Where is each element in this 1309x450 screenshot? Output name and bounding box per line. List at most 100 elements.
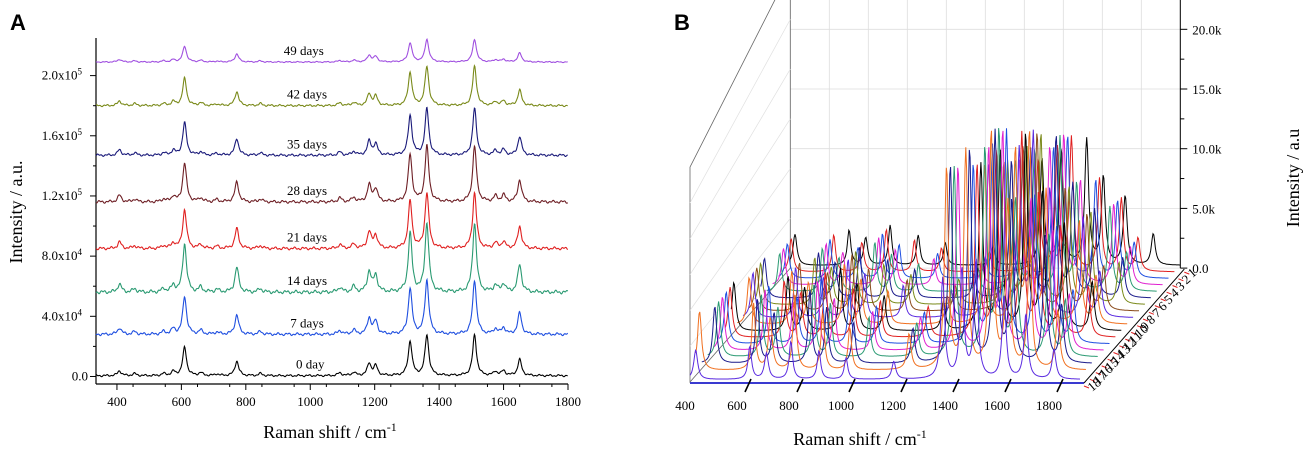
z-tick-label: 5.0k — [1192, 201, 1215, 216]
left-wall-grid-line — [689, 118, 791, 275]
left-wall-grid-line — [689, 19, 791, 204]
depth-tick — [1172, 285, 1178, 288]
left-wall-grid-line — [689, 218, 791, 347]
panel-a-x-ticks: 400 600 800 1000 1200 1400 1600 1800 — [107, 384, 581, 409]
y-tick-label: 0.0 — [72, 368, 88, 383]
series-line-14 — [713, 130, 1104, 351]
panel-a-x-axis-title-text: Raman shift / cm — [263, 422, 386, 442]
depth-tick — [1136, 325, 1143, 329]
x-tick-label: 400 — [675, 398, 695, 413]
panel-b-x-ticks: 400 600 800 1000 1200 1400 1600 1800 — [675, 378, 1064, 413]
panel-a: A 400 600 800 1000 1200 1400 1600 1800 0.0 4.0x1… — [6, 10, 581, 442]
depth-tick — [1113, 352, 1119, 355]
panel-b-3d-box — [689, 0, 1181, 384]
x-tick — [744, 378, 752, 393]
depth-tick — [1107, 358, 1113, 362]
y-tick-label-exponent: 5 — [78, 127, 83, 137]
panel-a-x-axis-title: Raman shift / cm-1 — [263, 420, 396, 442]
series-line-49-days — [95, 38, 568, 64]
y-tick-label-mantissa: 2.0x10 — [42, 68, 78, 83]
depth-tick — [1101, 365, 1107, 369]
y-tick-label-mantissa: 0.0 — [72, 368, 88, 383]
y-tick-label: 2.0x105 — [42, 67, 83, 83]
panel-a-letter: A — [10, 10, 26, 35]
panel-a-y-axis-title: Intensity / a.u. — [6, 161, 26, 264]
x-tick-label: 800 — [236, 394, 256, 409]
z-tick-label: 15.0k — [1192, 82, 1222, 97]
series-line-42-days — [95, 64, 568, 108]
y-tick-label-mantissa: 8.0x10 — [42, 248, 78, 263]
panel-b-letter: B — [674, 10, 690, 35]
series-label: 49 days — [284, 43, 324, 58]
y-tick-label-exponent: 4 — [78, 307, 83, 317]
series-line-7-days — [95, 277, 569, 337]
x-tick — [952, 378, 960, 393]
y-tick-label: 4.0x104 — [42, 307, 83, 323]
panel-b-x-axis-title-text: Raman shift / cm — [793, 429, 916, 449]
x-tick-label: 1400 — [932, 398, 958, 413]
series-label: 28 days — [287, 183, 327, 198]
panel-b-x-axis-title-sup: -1 — [917, 427, 927, 441]
series-line-35-days — [95, 106, 568, 158]
depth-tick — [1083, 385, 1090, 389]
series-line-10 — [737, 131, 1128, 325]
x-tick-label: 1200 — [880, 398, 906, 413]
x-tick-label: 1600 — [984, 398, 1010, 413]
series-label: 35 days — [287, 136, 327, 151]
depth-tick — [1166, 291, 1172, 295]
x-tick — [1056, 378, 1064, 393]
series-label: 21 days — [287, 230, 327, 245]
x-tick-label: 1000 — [828, 398, 854, 413]
x-tick-label: 1200 — [362, 394, 388, 409]
panel-a-x-axis-title-sup: -1 — [387, 420, 397, 434]
x-tick-label: 1000 — [297, 394, 323, 409]
series-line-21-days — [95, 190, 569, 251]
left-wall-grid-line — [689, 168, 791, 311]
z-tick-label: 20.0k — [1192, 22, 1222, 37]
x-tick — [1004, 378, 1012, 393]
depth-tick — [1142, 318, 1149, 322]
x-tick-label: 1800 — [555, 394, 581, 409]
y-tick-label-exponent: 5 — [78, 187, 83, 197]
series-label: 0 day — [296, 357, 325, 372]
series-line-0-day — [95, 332, 568, 378]
depth-tick — [1148, 311, 1155, 315]
depth-tick — [1131, 331, 1137, 335]
y-tick-label: 8.0x104 — [42, 247, 83, 263]
y-tick-label: 1.6x105 — [42, 127, 83, 143]
series-label: 7 days — [290, 315, 324, 330]
x-tick-label: 1800 — [1036, 398, 1062, 413]
depth-tick — [1089, 378, 1096, 382]
depth-tick — [1178, 278, 1184, 282]
series-line-17 — [695, 130, 1086, 370]
depth-axis-line — [1083, 268, 1185, 384]
x-tick — [900, 378, 908, 393]
z-tick-label: 10.0k — [1192, 142, 1222, 157]
panel-b: B 400 600 800 1000 1200 1400 1600 1800 0.0 5.0k 1… — [674, 0, 1303, 449]
panel-a-series-labels: 0 day 7 days 14 days 21 days 28 days 35 days 4… — [284, 43, 327, 372]
panel-a-series — [95, 38, 569, 378]
series-line-28-days — [95, 144, 569, 204]
left-wall-grid-line — [689, 68, 791, 239]
depth-tick — [1154, 305, 1160, 309]
x-tick-label: 1600 — [491, 394, 517, 409]
x-tick-label: 400 — [107, 394, 127, 409]
series-label: 42 days — [287, 87, 327, 102]
z-tick-label: 0.0 — [1192, 261, 1208, 276]
x-tick-label: 600 — [727, 398, 747, 413]
depth-tick — [1184, 271, 1190, 275]
series-label: 14 days — [287, 273, 327, 288]
series-line-14-days — [95, 221, 569, 295]
series-line-18 — [689, 258, 1081, 380]
y-tick-label-exponent: 5 — [78, 67, 83, 77]
x-tick — [848, 378, 856, 393]
depth-tick — [1160, 298, 1166, 302]
x-tick-label: 800 — [779, 398, 799, 413]
x-tick-label: 600 — [172, 394, 192, 409]
panel-b-z-axis-title: Intensity / a.u — [1283, 129, 1303, 227]
panel-b-x-axis-title: Raman shift / cm-1 — [793, 427, 926, 449]
